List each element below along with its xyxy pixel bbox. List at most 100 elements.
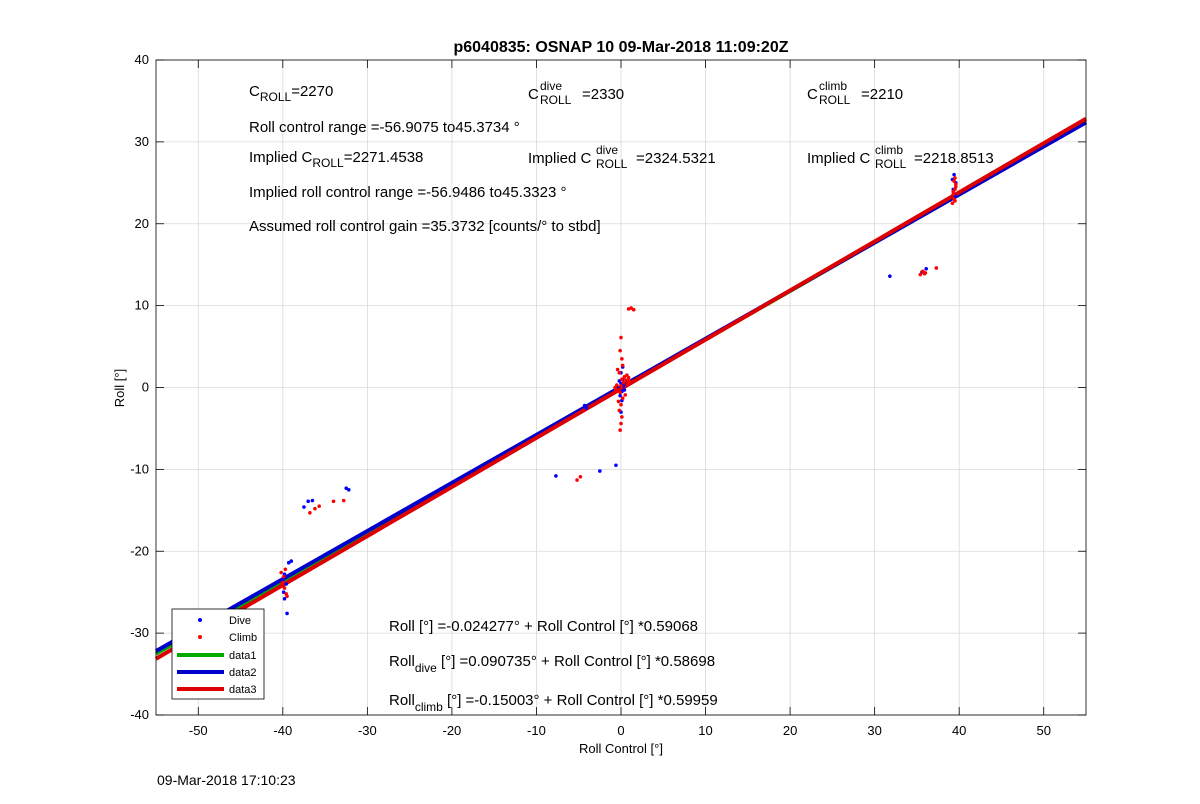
svg-text:ROLL: ROLL — [540, 93, 572, 107]
data-point-climb — [618, 428, 622, 432]
y-tick-label: -20 — [130, 543, 149, 558]
implied-c-roll-climb: Implied C climb ROLL =2218.8513 — [807, 143, 994, 171]
data-point-climb — [331, 499, 336, 504]
data-point-dive — [282, 596, 287, 601]
svg-text:dive: dive — [540, 79, 562, 93]
data-point-dive — [598, 469, 602, 473]
x-tick-label: 0 — [617, 723, 624, 738]
data-point-climb — [951, 190, 956, 194]
data-point-climb — [621, 380, 626, 385]
fit-equation-dive: Rolldive [°] =0.090735° + Roll Control [… — [389, 653, 715, 675]
data-point-dive — [310, 498, 315, 503]
data-point-climb — [619, 384, 623, 388]
data-point-climb — [953, 199, 957, 203]
chart-title: p6040835: OSNAP 10 09-Mar-2018 11:09:20Z — [453, 39, 788, 56]
data-point-climb — [952, 179, 956, 183]
data-point-dive — [554, 474, 558, 478]
svg-text:=2330: =2330 — [582, 86, 624, 103]
data-point-climb — [934, 266, 939, 270]
fit-equation-climb: Rollclimb [°] =-0.15003° + Roll Control … — [389, 692, 718, 714]
data-point-climb — [616, 399, 621, 404]
x-tick-label: 20 — [783, 723, 797, 738]
legend-marker-dive — [198, 618, 202, 622]
x-tick-label: -30 — [358, 723, 377, 738]
data-point-climb — [578, 474, 583, 479]
svg-text:climb: climb — [875, 143, 903, 157]
svg-text:C: C — [528, 86, 539, 103]
svg-text:C: C — [807, 86, 818, 103]
assumed-roll-control-gain: Assumed roll control gain =35.3732 [coun… — [249, 218, 601, 235]
svg-text:climb: climb — [819, 79, 847, 93]
data-point-climb — [617, 408, 622, 413]
data-point-dive — [924, 266, 929, 271]
data-point-dive — [621, 384, 626, 388]
data-point-climb — [279, 570, 283, 575]
data-point-climb — [918, 272, 923, 277]
y-tick-label: 20 — [135, 216, 149, 231]
data-point-climb — [620, 363, 625, 368]
data-point-climb — [613, 385, 617, 390]
data-point-climb — [618, 348, 622, 353]
svg-text:ROLL: ROLL — [819, 93, 851, 107]
data-point-climb — [617, 370, 622, 375]
data-point-dive — [614, 463, 618, 468]
data-point-climb — [615, 367, 620, 372]
svg-text:Implied C: Implied C — [528, 150, 592, 167]
data-point-climb — [953, 176, 957, 180]
x-tick-label: 10 — [698, 723, 712, 738]
c-roll-annotation: CROLL=2270 — [249, 83, 333, 104]
data-point-climb — [620, 357, 624, 361]
legend-label-data3: data3 — [229, 684, 257, 696]
data-point-dive — [346, 488, 351, 492]
y-tick-label: 0 — [142, 380, 149, 395]
data-point-climb — [282, 586, 287, 590]
data-point-climb — [281, 574, 286, 579]
y-tick-label: -10 — [130, 461, 149, 476]
data-point-climb — [923, 271, 928, 275]
svg-text:=2324.5321: =2324.5321 — [636, 150, 716, 167]
data-point-climb — [313, 506, 317, 511]
data-point-dive — [952, 172, 956, 177]
implied-c-roll: Implied CROLL=2271.4538 — [249, 149, 423, 170]
data-point-climb — [619, 402, 623, 407]
legend-label-dive: Dive — [229, 615, 251, 627]
x-tick-label: 30 — [867, 723, 881, 738]
data-point-dive — [285, 611, 289, 616]
legend-marker-climb — [198, 635, 202, 639]
data-point-dive — [284, 582, 289, 586]
data-point-climb — [285, 594, 289, 599]
svg-text:ROLL: ROLL — [875, 157, 907, 171]
data-point-dive — [289, 559, 294, 563]
legend-label-data1: data1 — [229, 650, 257, 662]
data-point-climb — [620, 377, 624, 382]
data-point-climb — [283, 567, 288, 572]
x-tick-label: 50 — [1036, 723, 1050, 738]
c-roll-dive-annotation: C dive ROLL =2330 — [528, 79, 624, 107]
svg-text:ROLL: ROLL — [596, 157, 628, 171]
data-point-climb — [620, 396, 625, 400]
fit-equation-all: Roll [°] =-0.024277° + Roll Control [°] … — [389, 618, 698, 635]
data-point-climb — [624, 378, 628, 382]
svg-text:dive: dive — [596, 143, 618, 157]
data-point-dive — [306, 499, 310, 504]
data-point-climb — [627, 379, 632, 383]
x-tick-label: -10 — [527, 723, 546, 738]
data-point-climb — [575, 478, 579, 482]
data-point-climb — [317, 504, 321, 509]
data-point-dive — [618, 393, 622, 398]
roll-control-range: Roll control range =-56.9075 to45.3734 ° — [249, 119, 520, 136]
data-points — [192, 172, 958, 638]
data-point-climb — [618, 390, 622, 395]
x-tick-label: -40 — [273, 723, 292, 738]
data-point-climb — [631, 307, 636, 312]
legend-label-data2: data2 — [229, 667, 257, 679]
data-point-climb — [280, 582, 284, 586]
data-point-climb — [341, 498, 346, 503]
data-point-climb — [619, 335, 623, 340]
legend: Dive Climb data1 data2 data3 — [171, 608, 265, 700]
x-tick-label: -50 — [189, 723, 208, 738]
svg-text:Implied C: Implied C — [807, 150, 871, 167]
y-tick-label: -40 — [130, 707, 149, 722]
svg-text:=2210: =2210 — [861, 86, 903, 103]
data-point-dive — [584, 406, 589, 410]
